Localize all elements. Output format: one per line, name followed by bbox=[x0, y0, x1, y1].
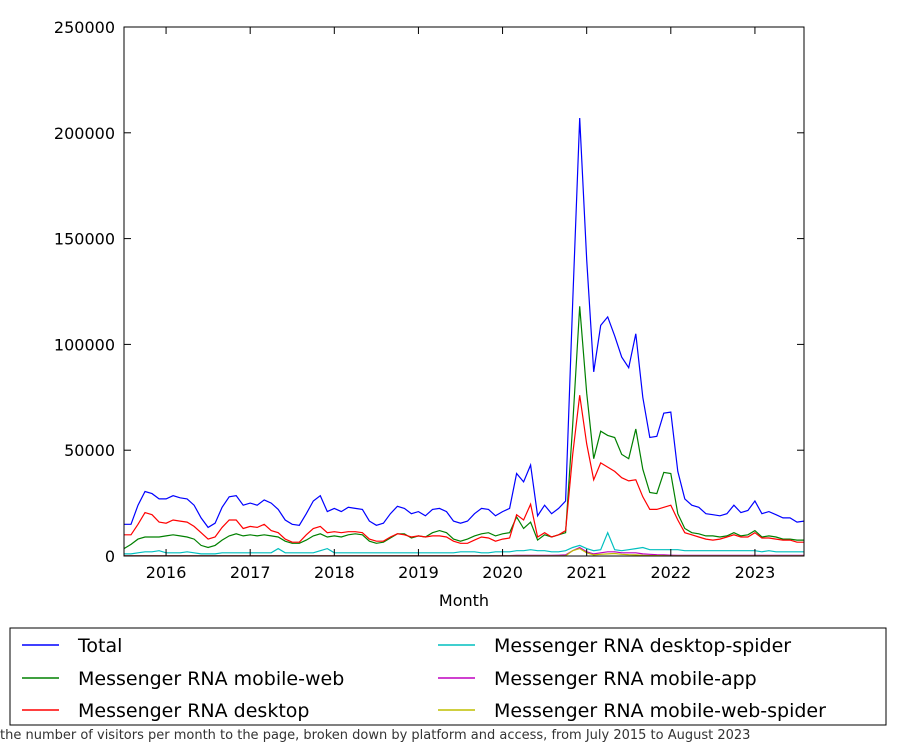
x-tick-label: 2020 bbox=[482, 563, 523, 582]
plot-frame bbox=[123, 26, 805, 557]
series-line-2 bbox=[124, 395, 804, 544]
y-tick-label: 100000 bbox=[54, 335, 115, 354]
x-axis-label: Month bbox=[439, 591, 489, 610]
caption: the number of visitors per month to the … bbox=[0, 728, 751, 743]
legend-label-3: Messenger RNA desktop-spider bbox=[494, 635, 791, 657]
legend-label-4: Messenger RNA mobile-app bbox=[494, 668, 757, 690]
plot-lines bbox=[123, 117, 805, 557]
legend: Total Messenger RNA mobile-web Messenger R… bbox=[9, 627, 887, 726]
legend-label-2: Messenger RNA desktop bbox=[78, 700, 309, 722]
legend-label-1: Messenger RNA mobile-web bbox=[78, 668, 344, 690]
x-tick-label: 2023 bbox=[735, 563, 776, 582]
legend-label-0: Total bbox=[77, 635, 122, 657]
series-line-1 bbox=[123, 306, 804, 550]
series-line-3 bbox=[124, 531, 804, 555]
y-axis: 0 50000 100000 150000 200000 250000 bbox=[54, 18, 804, 566]
y-tick-label: 0 bbox=[105, 547, 115, 566]
x-tick-label: 2018 bbox=[314, 563, 355, 582]
x-tick-label: 2022 bbox=[650, 563, 691, 582]
legend-label-5: Messenger RNA mobile-web-spider bbox=[494, 700, 826, 722]
y-tick-label: 200000 bbox=[54, 124, 115, 143]
y-tick-label: 250000 bbox=[54, 18, 115, 37]
x-axis: 2016 2017 2018 2019 2020 2021 2022 2023 bbox=[146, 27, 776, 582]
y-tick-label: 150000 bbox=[54, 230, 115, 249]
x-tick-label: 2016 bbox=[146, 563, 187, 582]
x-tick-label: 2021 bbox=[566, 563, 607, 582]
y-tick-label: 50000 bbox=[64, 441, 115, 460]
x-tick-label: 2019 bbox=[398, 563, 439, 582]
legend-frame bbox=[9, 627, 887, 726]
x-tick-label: 2017 bbox=[230, 563, 271, 582]
series-line-0 bbox=[124, 117, 805, 529]
